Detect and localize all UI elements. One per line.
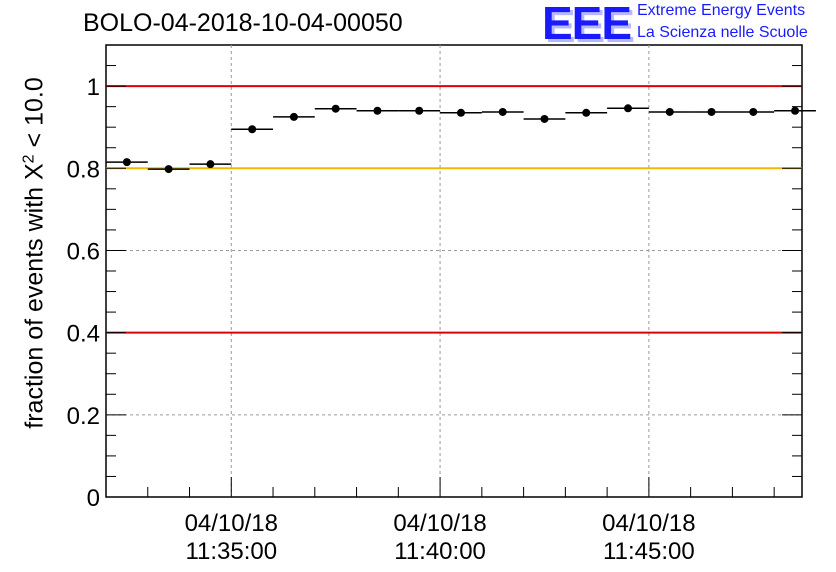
data-point — [791, 106, 800, 115]
data-point — [415, 106, 424, 115]
data-point — [665, 107, 674, 116]
y-tick-label: 0.6 — [67, 238, 100, 265]
x-tick-label-date: 04/10/18 — [602, 510, 695, 537]
data-point — [540, 114, 549, 123]
chart-title: BOLO-04-2018-10-04-00050 — [83, 9, 403, 37]
y-tick-label: 0.4 — [67, 321, 100, 348]
data-point — [122, 158, 131, 167]
x-tick-label-date: 04/10/18 — [185, 510, 278, 537]
axis-ticks — [105, 44, 802, 498]
logo-mark: EEE — [542, 0, 632, 49]
data-point — [164, 165, 173, 174]
y-tick-label: 1 — [87, 74, 100, 101]
x-tick-label-time: 11:35:00 — [185, 538, 277, 565]
data-point — [331, 104, 340, 113]
data-point — [498, 107, 507, 116]
x-tick-label-date: 04/10/18 — [393, 510, 486, 537]
data-point — [456, 108, 465, 117]
tick-labels: 00.20.40.60.8104/10/1811:35:0004/10/1811… — [67, 74, 696, 565]
y-tick-label: 0.8 — [67, 156, 100, 183]
data-point — [248, 125, 257, 134]
y-tick-label: 0.2 — [67, 403, 100, 430]
x-tick-label-time: 11:40:00 — [394, 538, 486, 565]
reference-lines — [106, 85, 802, 334]
logo-line-2: La Scienza nelle Scuole — [637, 24, 808, 41]
data-point — [707, 107, 716, 116]
data-points — [106, 104, 816, 174]
data-point — [749, 107, 758, 116]
data-point — [206, 160, 215, 169]
logo-line-1: Extreme Energy Events — [637, 2, 806, 19]
data-point — [624, 104, 632, 113]
data-point — [373, 106, 382, 115]
y-tick-label: 0 — [87, 485, 100, 512]
x-tick-label-time: 11:45:00 — [603, 538, 695, 565]
data-point — [582, 108, 591, 117]
data-point — [289, 112, 298, 121]
